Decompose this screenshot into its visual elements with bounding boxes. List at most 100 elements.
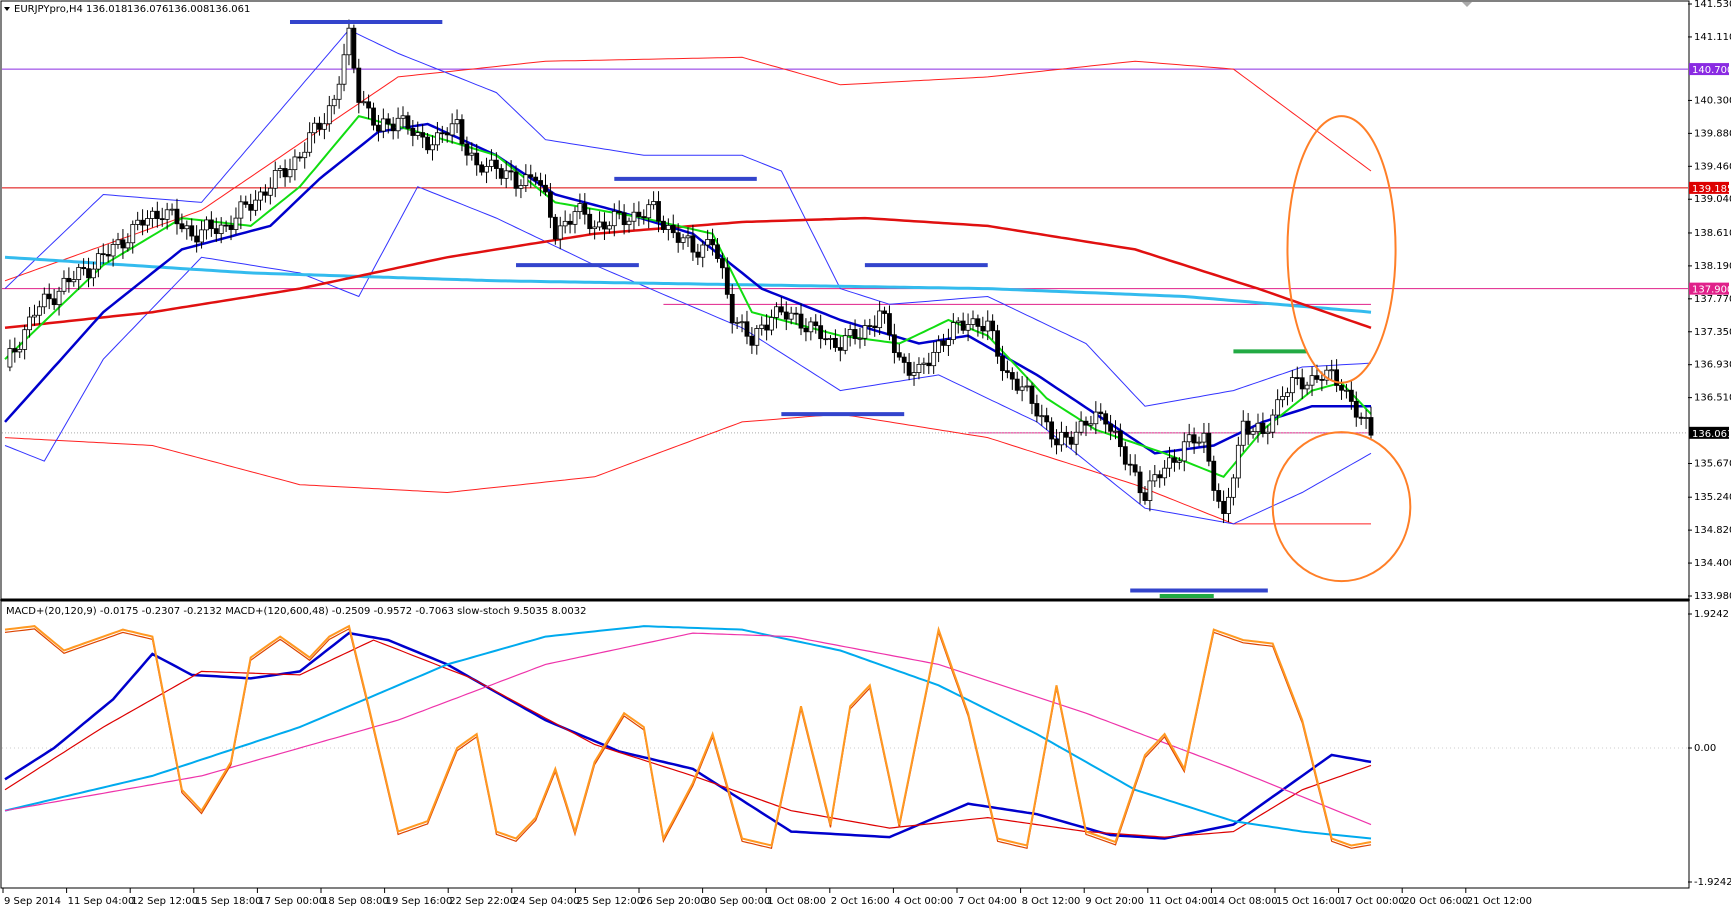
candle-body [592,226,598,230]
candle-body [1240,420,1246,446]
time-tick-label-5: 18 Sep 08:00 [322,896,389,907]
price-tag-label-3: 136.061 [1692,429,1731,440]
time-tick-label-2: 12 Sep 12:00 [131,896,198,907]
candle-body [233,217,239,230]
red-slow-ma-line [4,216,1372,330]
time-tick-label-14: 4 Oct 00:00 [894,896,953,907]
candle-body [312,122,317,134]
time-tick-label-21: 17 Oct 00:00 [1340,896,1405,907]
candle-body [248,203,254,211]
candle-body [125,242,131,249]
candle-body [489,159,494,167]
candle-body [1127,463,1133,466]
candle-body [734,321,740,324]
candle-body [385,118,391,125]
candle-body [582,203,588,215]
candle-body [1309,375,1315,386]
candle-body [941,340,946,346]
candle-body [641,216,647,219]
time-tick-label-22: 20 Oct 06:00 [1403,896,1468,907]
candle-body [110,244,116,257]
candle-body [71,279,77,283]
candle-body [1044,415,1050,423]
candle-body [508,170,514,173]
candle-body [204,219,209,231]
price-pane-frame [0,0,1690,600]
candle-body [901,356,907,363]
candle-body [646,204,652,219]
candle-body [1009,372,1015,380]
candle-body [1176,460,1182,463]
candle-body [552,216,558,240]
candle-body [27,316,32,331]
candle-body [36,306,42,316]
candle-body [523,174,529,186]
candle-body [444,132,450,136]
macd-series-0 [4,631,1372,840]
candle-body [1181,441,1187,462]
candle-body [503,170,509,179]
candle-body [105,254,111,257]
price-tick-label-16: 133.980 [1694,591,1731,602]
price-axis: 141.530 141.110 140.300 139.880 139.460 139.0… [1688,0,1731,602]
time-tick-label-4: 17 Sep 00:00 [258,896,325,907]
candle-body [493,159,499,169]
candle-body [61,277,67,292]
candle-body [936,340,941,353]
candle-body [896,352,902,358]
candle-body [1142,492,1148,501]
candle-body [562,220,568,227]
candle-body [931,351,937,367]
candle-body [1226,496,1231,514]
candle-body [1088,423,1094,426]
candle-body [208,219,214,230]
collapse-triangle-icon[interactable] [4,7,10,11]
candle-body [518,185,524,189]
candle-body [1172,457,1177,463]
candle-body [395,117,401,132]
candle-body [852,329,858,339]
candle-body [263,191,268,196]
candle-body [1280,396,1285,401]
price-tick-label-5: 139.040 [1694,194,1731,205]
price-tag-label-1: 139.185 [1692,184,1731,195]
candle-body [454,119,460,125]
candle-body [12,348,18,353]
price-tag-label-2: 137.900 [1692,285,1731,296]
candle-body [159,218,165,221]
candle-body [1024,385,1030,388]
candle-body [980,326,986,332]
candle-body [965,324,971,331]
candle-body [135,219,141,225]
shift-marker-icon[interactable] [1462,2,1472,7]
candle-body [1235,444,1241,479]
candle-body [1250,431,1256,435]
candle-body [906,362,912,376]
candle-body [567,220,573,225]
stoch-main-line [4,624,1372,847]
macd-series-2 [4,625,1372,840]
candle-body [1122,446,1128,465]
price-tick-label-10: 136.930 [1694,360,1731,371]
price-tick-label-12: 135.670 [1694,458,1731,469]
candle-body [459,119,465,145]
price-tick-label-8: 137.770 [1694,294,1731,305]
candle-body [1255,422,1261,433]
candle-body [430,144,435,151]
candle-body [1339,385,1344,391]
candle-body [400,115,406,119]
candle-body [847,329,853,337]
candle-body [803,327,809,333]
candle-body [287,169,293,178]
candle-body [611,210,617,227]
candle-body [754,328,760,346]
macd-series-1 [4,639,1372,838]
candle-body [194,235,200,243]
candle-body [76,267,82,280]
candle-body [184,225,190,230]
candle-body [911,372,917,376]
candle-body [469,152,475,156]
time-tick-label-8: 24 Sep 04:00 [513,896,580,907]
candle-body [484,166,489,173]
